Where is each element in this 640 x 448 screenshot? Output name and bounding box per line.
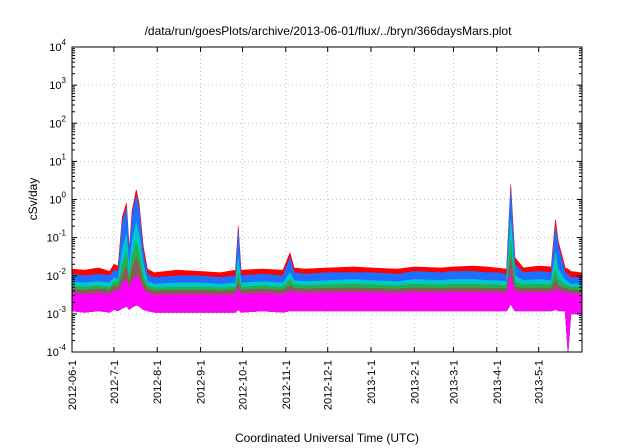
y-tick-exponent: 2 [62,114,67,123]
x-tick-label: 2012-8-1 [152,360,164,404]
y-tick-label: 103 [49,76,66,92]
y-tick-base: 10 [49,195,61,207]
x-tick-label: 2013-5-1 [534,360,546,404]
y-tick-label: 101 [49,152,66,168]
x-tick-label: 2013-2-1 [409,360,421,404]
x-tick-label: 2012-10-1 [237,360,249,410]
x-tick-label: 2012-06-1 [67,360,79,410]
y-tick-label: 10-3 [47,305,67,321]
series-areas [71,184,583,353]
y-tick-base: 10 [47,309,59,321]
x-axis: 2012-06-1 2012-7-1 2012-8-1 2012-9-1 2012-10… [67,47,546,410]
y-tick-base: 10 [47,233,59,245]
y-tick-label: 10-2 [47,267,67,283]
y-tick-exponent: 3 [62,76,67,85]
x-tick-label: 2012-9-1 [196,360,208,404]
y-tick-base: 10 [47,347,59,359]
x-tick-label: 2012-12-1 [323,360,335,410]
x-tick-label: 2012-11-1 [281,360,293,409]
x-tick-label: 2013-3-1 [448,360,460,404]
y-tick-base: 10 [49,42,61,54]
y-tick-base: 10 [47,271,59,283]
y-tick-exponent: -3 [59,305,67,314]
y-axis-label: cSv/day [26,178,40,221]
y-tick-label: 100 [49,191,66,207]
y-tick-exponent: -4 [59,343,67,352]
y-tick-base: 10 [49,156,61,168]
y-tick-exponent: -2 [59,267,67,276]
y-tick-exponent: 0 [62,191,67,200]
series-area-0 [71,184,583,353]
y-tick-exponent: 4 [62,38,67,47]
chart-title: /data/run/goesPlots/archive/2013-06-01/f… [145,24,513,38]
x-axis-label: Coordinated Universal Time (UTC) [235,431,419,445]
y-tick-label: 104 [49,38,66,54]
y-tick-label: 10-4 [47,343,67,359]
y-tick-exponent: 1 [62,152,67,161]
y-tick-exponent: -1 [59,229,67,238]
x-tick-label: 2013-4-1 [492,360,504,404]
y-tick-base: 10 [49,118,61,130]
y-tick-label: 10-1 [47,229,67,245]
y-tick-label: 102 [49,114,66,130]
x-tick-label: 2013-1-1 [366,360,378,404]
x-tick-label: 2012-7-1 [109,360,121,404]
y-tick-base: 10 [49,80,61,92]
